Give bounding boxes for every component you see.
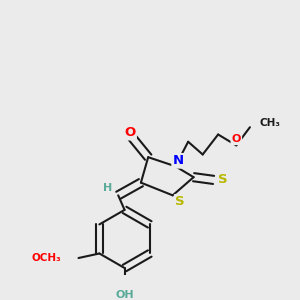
Text: N: N: [172, 154, 184, 167]
Text: CH₃: CH₃: [259, 118, 280, 128]
Text: OH: OH: [115, 290, 134, 300]
Text: S: S: [175, 195, 185, 208]
Text: OCH₃: OCH₃: [32, 253, 61, 263]
Text: O: O: [124, 126, 136, 139]
Text: O: O: [232, 134, 241, 144]
Text: S: S: [218, 173, 227, 186]
Text: H: H: [103, 183, 112, 193]
